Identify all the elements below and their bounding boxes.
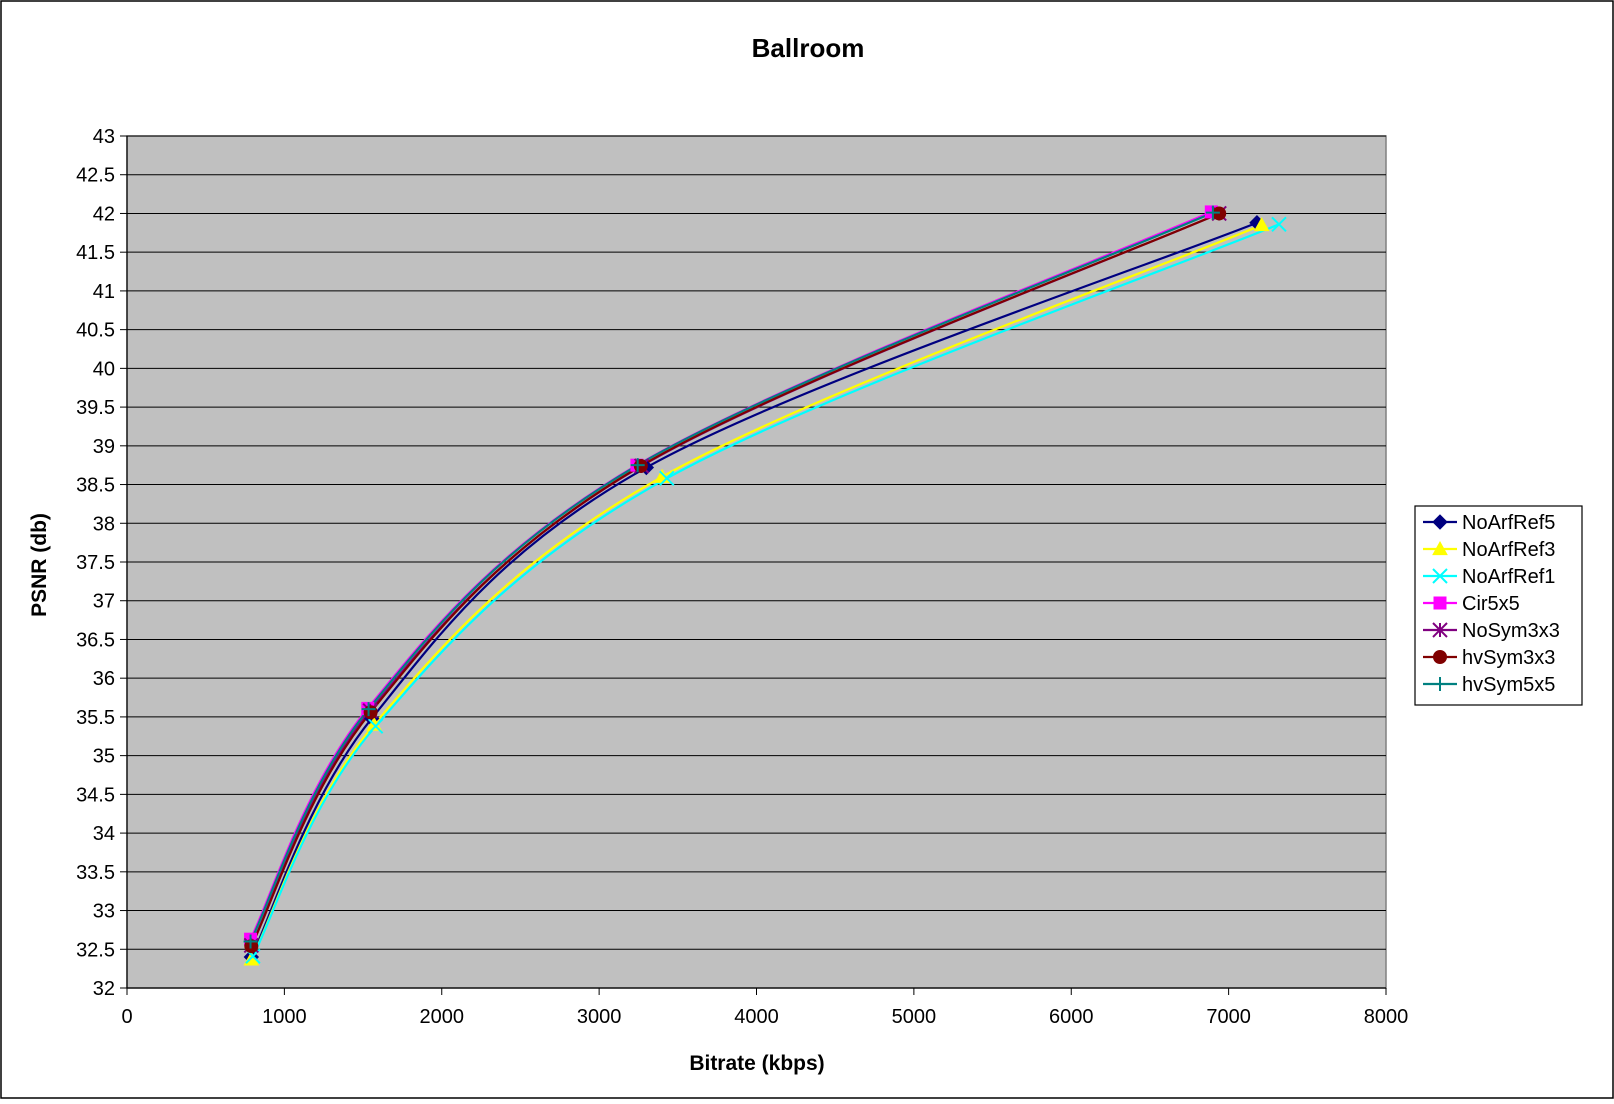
y-tick-label: 36 bbox=[93, 668, 115, 690]
series-line-hvSym3x3 bbox=[250, 212, 1220, 947]
data-point-NoArfRef3 bbox=[1253, 217, 1270, 232]
y-tick-label: 39.5 bbox=[76, 397, 115, 419]
data-point-NoArfRef1 bbox=[659, 470, 675, 487]
legend-label: Cir5x5 bbox=[1462, 593, 1520, 615]
series-line-NoArfRef5 bbox=[250, 221, 1258, 958]
y-tick-label: 32.5 bbox=[76, 939, 115, 961]
legend-marker bbox=[1432, 514, 1448, 530]
x-axis-title: Bitrate (kbps) bbox=[689, 1052, 824, 1075]
y-tick-label: 42 bbox=[93, 203, 115, 225]
x-tick-label: 7000 bbox=[1206, 1006, 1251, 1028]
data-point-NoArfRef1 bbox=[1271, 216, 1287, 233]
data-point-NoArfRef1 bbox=[367, 718, 384, 734]
data-point-hvSym5x5 bbox=[361, 702, 376, 717]
legend-marker bbox=[1433, 596, 1447, 610]
data-point-hvSym5x5 bbox=[243, 934, 258, 949]
y-tick-label: 38 bbox=[93, 513, 115, 535]
chart-title: Ballroom bbox=[752, 33, 865, 63]
data-point-hvSym5x5 bbox=[1205, 205, 1220, 220]
plot-area: 32 32.5 33 33.5 34 34.5 35 35.5 36 36.5 37 37.5 38 38… bbox=[76, 126, 1408, 1028]
y-tick-label: 40.5 bbox=[76, 320, 115, 342]
y-tick-label: 35 bbox=[93, 746, 115, 768]
legend-marker bbox=[1433, 650, 1447, 664]
x-tick-label: 3000 bbox=[577, 1006, 622, 1028]
y-tick-label: 34.5 bbox=[76, 784, 115, 806]
data-point-hvSym3x3 bbox=[363, 705, 378, 720]
series-line-hvSym5x5 bbox=[249, 211, 1214, 943]
x-tick-label: 6000 bbox=[1049, 1006, 1094, 1028]
y-tick-label: 35.5 bbox=[76, 707, 115, 729]
series-line-NoArfRef1 bbox=[251, 223, 1280, 957]
data-point-hvSym5x5 bbox=[630, 458, 645, 473]
y-tick-label: 42.5 bbox=[76, 165, 115, 187]
y-tick-label: 34 bbox=[93, 823, 115, 845]
y-tick-label: 40 bbox=[93, 358, 115, 380]
y-tick-label: 39 bbox=[93, 436, 115, 458]
series-line-NoArfRef3 bbox=[250, 224, 1263, 960]
legend-label: NoArfRef3 bbox=[1462, 539, 1555, 561]
x-tick-label: 0 bbox=[121, 1006, 132, 1028]
series-layer bbox=[243, 205, 1287, 966]
y-tick-label: 33 bbox=[93, 901, 115, 923]
x-tick-label: 4000 bbox=[734, 1006, 779, 1028]
legend-label: NoArfRef1 bbox=[1462, 566, 1555, 588]
y-tick-label: 32 bbox=[93, 978, 115, 1000]
x-tick-label: 2000 bbox=[420, 1006, 465, 1028]
legend-label: hvSym3x3 bbox=[1462, 647, 1555, 669]
y-tick-label: 33.5 bbox=[76, 862, 115, 884]
y-tick-label: 37.5 bbox=[76, 552, 115, 574]
x-tick-label: 1000 bbox=[262, 1006, 307, 1028]
y-tick-label: 41.5 bbox=[76, 242, 115, 264]
legend: NoArfRef5 NoArfRef3 NoArfRef1 Cir5x5 NoSym3x… bbox=[1414, 505, 1583, 706]
legend-label: NoSym3x3 bbox=[1462, 620, 1560, 642]
legend-marker bbox=[1432, 568, 1448, 584]
y-tick-label: 38.5 bbox=[76, 475, 115, 497]
x-tick-label: 8000 bbox=[1364, 1006, 1409, 1028]
legend-label: NoArfRef5 bbox=[1462, 512, 1555, 534]
legend-marker bbox=[1433, 677, 1447, 691]
x-tick-label: 5000 bbox=[892, 1006, 937, 1028]
y-axis-title: PSNR (db) bbox=[28, 513, 51, 617]
legend-marker bbox=[1432, 622, 1448, 638]
legend-label: hvSym5x5 bbox=[1462, 674, 1555, 696]
y-tick-label: 37 bbox=[93, 591, 115, 613]
legend-marker bbox=[1432, 540, 1448, 556]
y-tick-label: 41 bbox=[93, 281, 115, 303]
y-tick-label: 36.5 bbox=[76, 629, 115, 651]
y-tick-label: 43 bbox=[93, 126, 115, 148]
